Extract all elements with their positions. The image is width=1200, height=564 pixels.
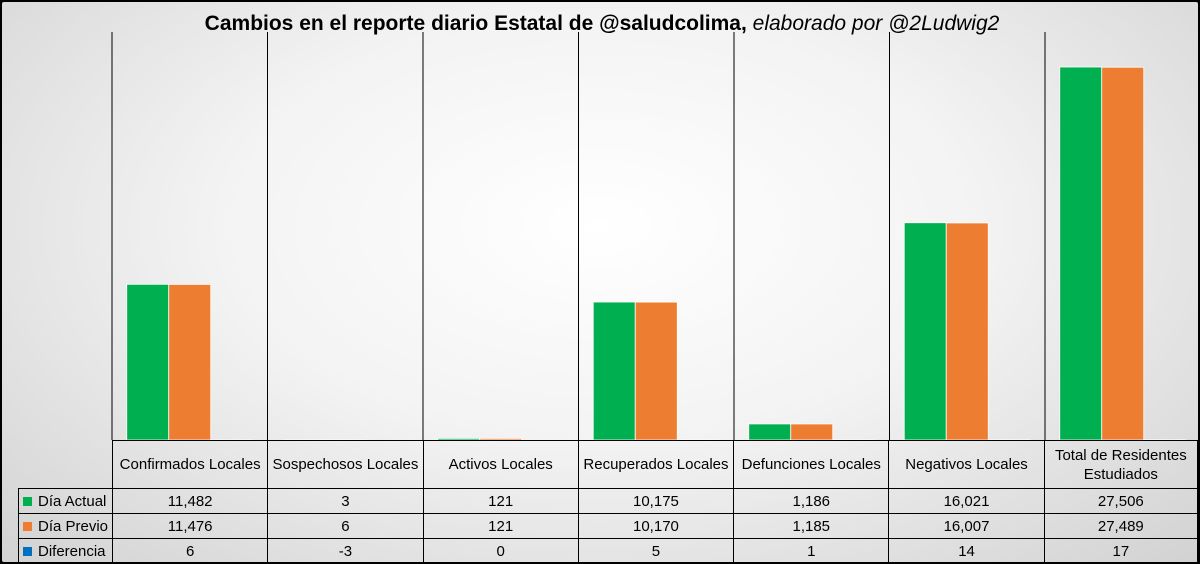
legend-label: Diferencia xyxy=(38,542,106,560)
table-row: Día Previo 11,476 6 121 10,170 1,185 16,007 27,… xyxy=(18,513,1198,539)
category-label: Confirmados Locales xyxy=(111,440,269,489)
data-label: 6 xyxy=(111,538,269,562)
legend-entry: Diferencia xyxy=(18,538,113,562)
data-label: 27,489 xyxy=(1043,513,1198,539)
legend-label: Día Previo xyxy=(38,517,109,535)
data-label: 11,476 xyxy=(111,513,269,539)
bar-dia-previo xyxy=(945,222,989,441)
data-label: 14 xyxy=(888,538,1045,562)
legend-entry: Día Actual xyxy=(18,488,113,514)
data-label: 3 xyxy=(267,488,424,514)
bar-dia-previo xyxy=(1101,66,1145,441)
chart-title: Cambios en el reporte diario Estatal de … xyxy=(2,12,1198,36)
data-label: 121 xyxy=(422,488,579,514)
data-label: 17 xyxy=(1043,538,1198,562)
category-label: Activos Locales xyxy=(422,440,579,489)
data-label: 27,506 xyxy=(1043,488,1198,514)
category-label: Sospechosos Locales xyxy=(267,440,424,489)
data-label: 121 xyxy=(422,513,579,539)
category-label: Negativos Locales xyxy=(888,440,1045,489)
bar-dia-actual xyxy=(903,222,947,441)
category-label: Recuperados Locales xyxy=(577,440,735,489)
legend-entry: Día Previo xyxy=(18,513,113,539)
legend-swatch xyxy=(23,521,32,531)
bar-dia-actual xyxy=(1059,66,1103,441)
data-label: 1,185 xyxy=(733,513,890,539)
data-label: 10,175 xyxy=(577,488,735,514)
category-label: Defunciones Locales xyxy=(733,440,890,489)
data-table: Confirmados Locales Sospechosos Locales Ac… xyxy=(18,440,1198,562)
data-label: 16,007 xyxy=(888,513,1045,539)
data-label: -3 xyxy=(267,538,424,562)
data-label: 11,482 xyxy=(111,488,269,514)
bar-dia-actual xyxy=(748,423,792,441)
bar-dia-previo xyxy=(634,301,678,441)
bar-dia-previo xyxy=(790,423,834,441)
bar-dia-actual xyxy=(126,283,170,441)
table-row: Diferencia 6 -3 0 5 1 14 17 xyxy=(18,538,1198,562)
legend-swatch xyxy=(23,496,32,506)
chart-title-main: Cambios en el reporte diario Estatal de … xyxy=(204,12,747,35)
category-label: Total de Residentes Estudiados xyxy=(1043,440,1198,489)
data-label: 0 xyxy=(422,538,579,562)
bar-dia-actual xyxy=(592,301,636,441)
data-label: 10,170 xyxy=(577,513,735,539)
data-label: 5 xyxy=(577,538,735,562)
table-corner xyxy=(18,440,113,489)
legend-label: Día Actual xyxy=(38,492,107,510)
legend-swatch xyxy=(23,546,32,556)
data-label: 6 xyxy=(267,513,424,539)
data-label: 1,186 xyxy=(733,488,890,514)
chart-subtitle: elaborado por @2Ludwig2 xyxy=(752,12,1000,35)
bar-dia-previo xyxy=(168,283,212,441)
table-row: Día Actual 11,482 3 121 10,175 1,186 16,021 27,… xyxy=(18,488,1198,514)
data-label: 1 xyxy=(733,538,890,562)
data-label: 16,021 xyxy=(888,488,1045,514)
